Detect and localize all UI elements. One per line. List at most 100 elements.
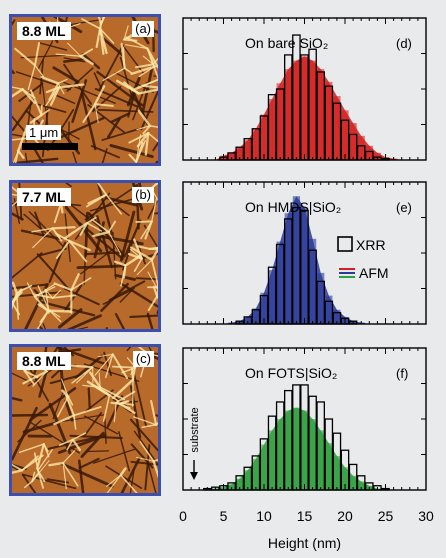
afm-ridge [94, 103, 114, 107]
afm-ridge [34, 41, 41, 67]
afm-ridge [37, 285, 50, 311]
afm-ridge [113, 260, 127, 267]
afm-ridge [156, 284, 158, 298]
afm-bar [227, 152, 236, 160]
afm-ridge [135, 134, 141, 163]
afm-ridge [150, 183, 158, 189]
afm-ridge [130, 246, 153, 261]
afm-ridge [70, 277, 92, 291]
afm-groove [40, 77, 49, 127]
afm-ridge [85, 193, 108, 208]
afm-ridge [67, 42, 82, 57]
afm-ridge [12, 469, 24, 474]
afm-ridge [102, 67, 126, 82]
afm-bar [357, 135, 365, 160]
afm-groove [33, 147, 44, 163]
afm-ridge [32, 370, 48, 387]
afm-groove [96, 183, 114, 236]
afm-ridge [14, 149, 20, 163]
afm-ridge [93, 85, 106, 106]
afm-ridge [29, 89, 43, 117]
afm-ridge [150, 247, 158, 262]
afm-bar [333, 96, 341, 160]
afm-bar [244, 316, 252, 324]
afm-groove [20, 54, 67, 59]
afm-groove [82, 411, 103, 438]
afm-bar [236, 478, 244, 490]
afm-groove [36, 253, 70, 291]
afm-ridge [69, 364, 94, 369]
afm-ridge [88, 371, 102, 389]
afm-groove [52, 116, 105, 142]
afm-ridge [31, 471, 36, 483]
afm-bar [260, 444, 268, 490]
afm-bar [317, 272, 325, 324]
afm-ridge [106, 474, 122, 493]
panel-letter: (e) [396, 200, 412, 215]
afm-ridge [72, 432, 87, 441]
afm-groove [76, 264, 128, 269]
afm-ridge [14, 47, 36, 67]
afm-groove [59, 348, 82, 354]
afm-ridge [128, 153, 138, 163]
afm-ridge [58, 438, 74, 447]
x-tick-label: 15 [297, 508, 313, 524]
afm-ridge [115, 390, 136, 404]
afm-ridge [91, 383, 111, 397]
afm-ridge [125, 44, 148, 50]
afm-ridge [39, 309, 50, 323]
afm-groove [12, 97, 36, 132]
afm-ridge [68, 240, 88, 263]
afm-groove [34, 211, 46, 239]
afm-ridge [62, 462, 79, 487]
afm-ridge [102, 394, 111, 422]
afm-ridge [57, 395, 69, 418]
afm-ridge [63, 221, 89, 240]
afm-groove [66, 67, 94, 92]
afm-groove [38, 324, 44, 329]
afm-groove [63, 287, 100, 306]
x-tick-label: 10 [256, 508, 272, 524]
coverage-label: 7.7 ML [17, 188, 71, 206]
afm-ridge [140, 220, 153, 240]
afm-groove [85, 450, 110, 453]
afm-groove [12, 133, 29, 139]
afm-ridge [138, 65, 156, 78]
afm-ridge [152, 285, 158, 298]
afm-groove [114, 72, 154, 93]
afm-ridge [136, 125, 151, 131]
afm-bar [292, 196, 301, 324]
afm-ridge [141, 424, 157, 428]
afm-ridge [152, 459, 158, 479]
afm-groove [114, 273, 136, 281]
afm-bar [292, 60, 301, 160]
afm-groove [46, 478, 69, 484]
afm-ridge [57, 78, 68, 85]
afm-ridge [29, 113, 43, 124]
afm-groove [12, 406, 38, 461]
afm-ridge [48, 82, 60, 101]
afm-bar [325, 81, 333, 160]
afm-bar [333, 455, 341, 490]
afm-ridge [151, 197, 158, 223]
histogram-panel: On HMDS|SiO₂ (e) XRR AFM [182, 181, 427, 325]
afm-ridge [17, 126, 28, 153]
panel-letter: (b) [132, 187, 154, 203]
afm-ridge [119, 474, 138, 493]
afm-ridge [147, 271, 158, 288]
afm-ridge [123, 67, 133, 74]
afm-image-b: 7.7 ML (b) [9, 180, 161, 332]
afm-ridge [130, 367, 137, 375]
afm-ridge [92, 219, 110, 233]
afm-ridge [62, 462, 67, 490]
afm-ridge [120, 42, 126, 70]
chart-title: On bare SiO₂ [245, 35, 328, 51]
legend-afm-label: AFM [359, 265, 389, 281]
afm-ridge [147, 132, 158, 143]
afm-ridge [12, 281, 18, 295]
afm-ridge [99, 28, 115, 44]
afm-groove [96, 70, 144, 107]
afm-ridge [17, 149, 25, 159]
afm-groove [20, 229, 63, 241]
